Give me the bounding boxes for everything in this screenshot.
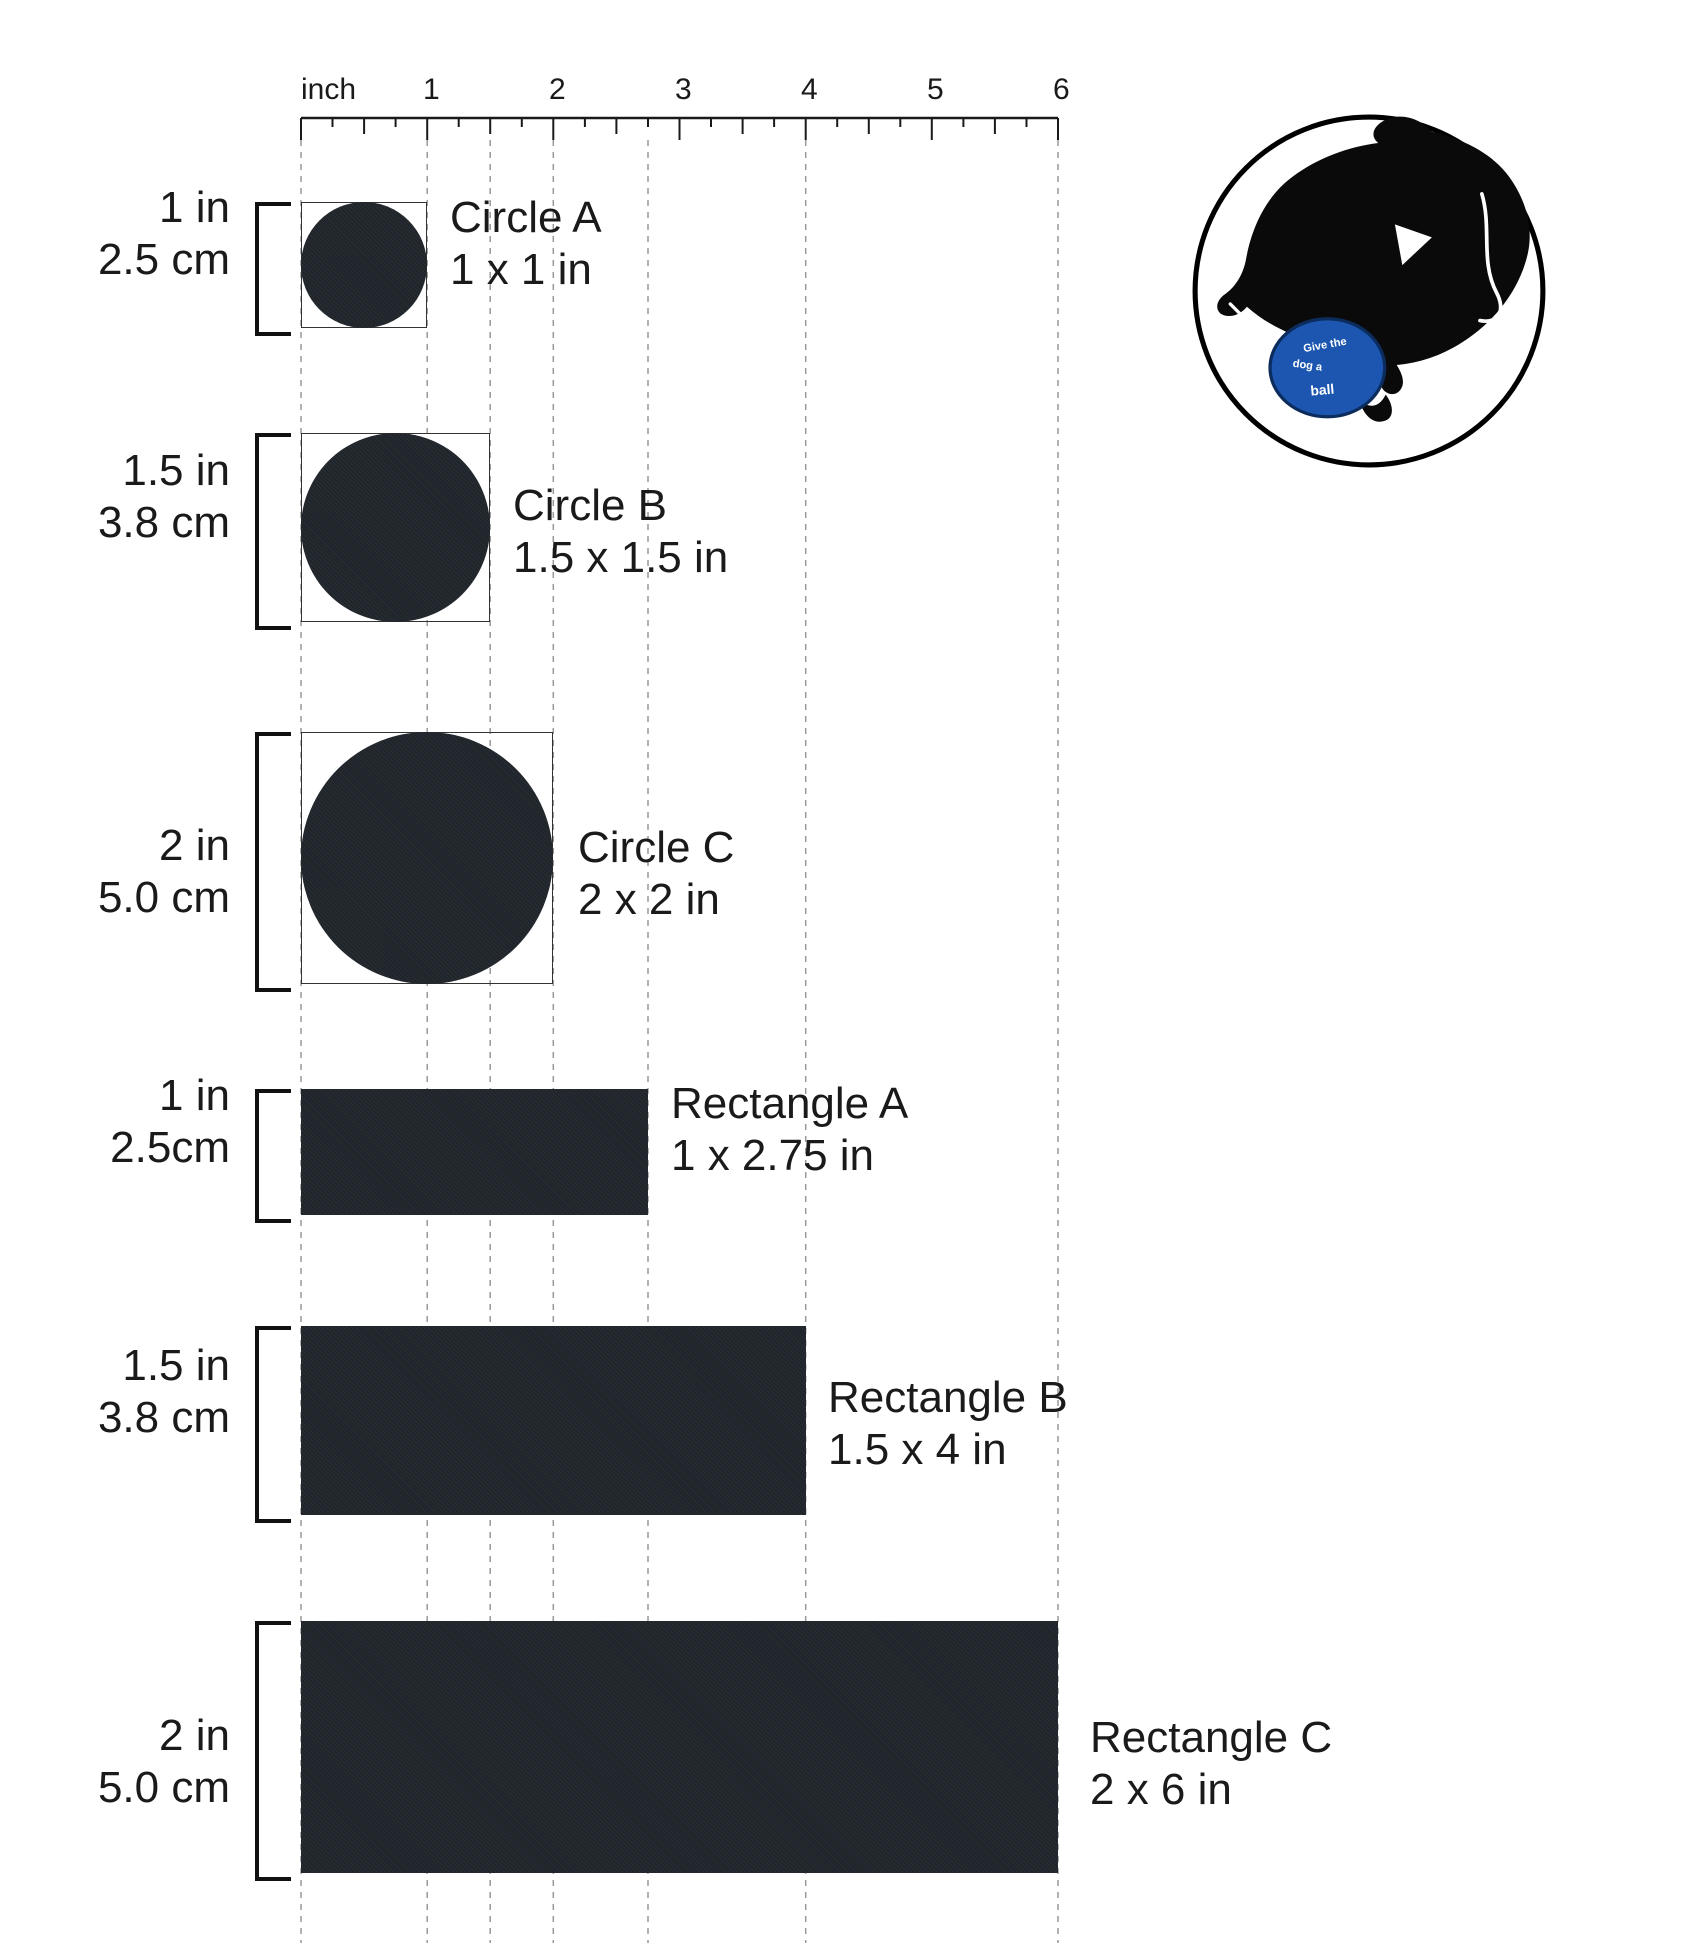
svg-text:ball: ball <box>1310 381 1335 399</box>
